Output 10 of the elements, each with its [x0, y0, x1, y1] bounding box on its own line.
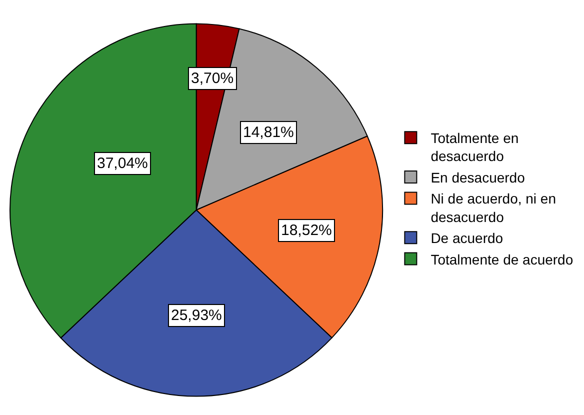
data-label: 18,52% — [281, 222, 332, 239]
legend-label: Ni de acuerdo, ni en desacuerdo — [430, 190, 556, 225]
legend-label: Totalmente de acuerdo — [430, 251, 574, 268]
data-label: 3,70% — [191, 70, 234, 87]
data-label: 37,04% — [97, 155, 148, 172]
legend-label: De acuerdo — [430, 230, 504, 246]
data-label: 14,81% — [243, 124, 294, 141]
legend-label: Totalmente en desacuerdo — [430, 130, 519, 164]
data-label: 25,93% — [171, 307, 222, 324]
legend-label: En desacuerdo — [430, 169, 526, 186]
